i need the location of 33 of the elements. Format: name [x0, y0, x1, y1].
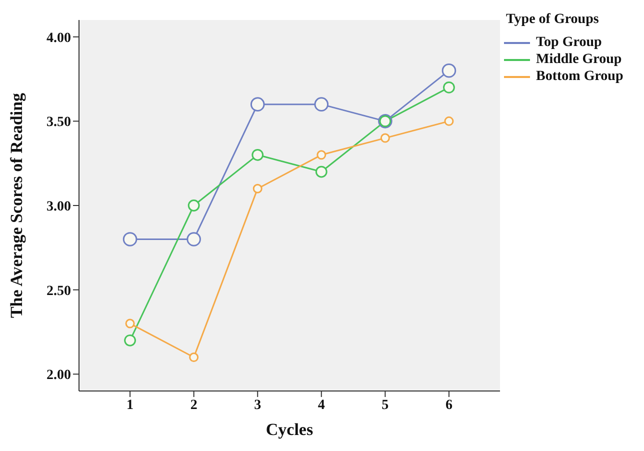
point — [189, 352, 199, 362]
y-tick-label: 2.50 — [46, 284, 71, 299]
legend-label: Bottom Group — [536, 68, 624, 84]
x-tick-label: 4 — [318, 398, 325, 413]
point — [252, 148, 264, 161]
legend-label: Top Group — [536, 34, 602, 50]
point — [444, 116, 454, 126]
point — [252, 184, 262, 194]
point — [443, 82, 455, 94]
x-tick-label: 3 — [254, 398, 262, 413]
x-tick-label: 1 — [126, 398, 134, 413]
y-tick-label: 4.00 — [46, 30, 71, 46]
point — [186, 232, 201, 246]
point — [124, 334, 136, 346]
point — [442, 63, 456, 78]
point — [316, 150, 326, 160]
point — [188, 200, 200, 212]
y-tick-label: 3.00 — [46, 199, 71, 214]
legend-title: Type of Groups — [506, 12, 600, 28]
point — [315, 166, 328, 178]
y-tick-label: 2.00 — [46, 368, 71, 384]
y-tick-label: 3.50 — [46, 115, 71, 130]
y-axis-title: The Average Scores of Reading — [7, 92, 26, 318]
point — [250, 97, 265, 112]
legend-label: Middle Group — [536, 52, 622, 68]
point — [314, 97, 329, 112]
x-tick-label: 6 — [445, 398, 452, 413]
x-tick-label: 5 — [382, 398, 389, 413]
x-tick-label: 2 — [190, 398, 198, 413]
point — [380, 133, 390, 143]
point — [122, 232, 138, 246]
point — [125, 318, 135, 328]
x-axis-title: Cycles — [266, 420, 314, 439]
